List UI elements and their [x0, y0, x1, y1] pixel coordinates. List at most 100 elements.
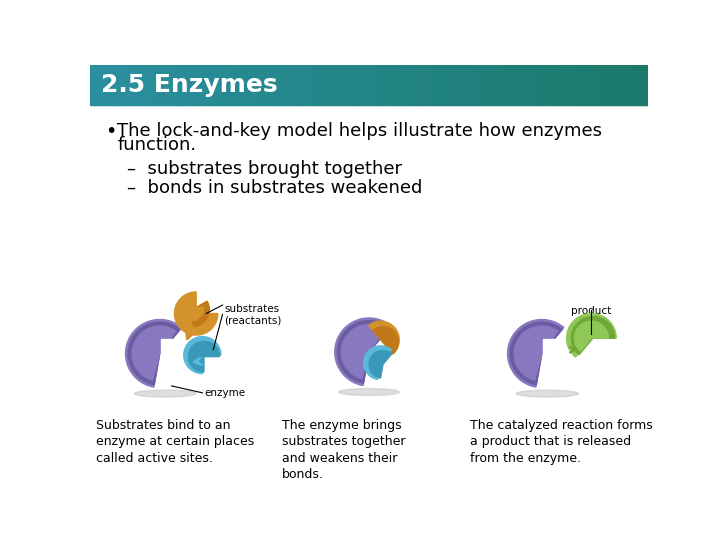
- Bar: [372, 65, 375, 105]
- Bar: [305, 65, 308, 105]
- Bar: [230, 65, 233, 105]
- Bar: [258, 65, 261, 105]
- Bar: [238, 65, 241, 105]
- Bar: [508, 65, 512, 105]
- Bar: [433, 65, 437, 105]
- Bar: [467, 65, 470, 105]
- Bar: [221, 65, 225, 105]
- Bar: [263, 65, 266, 105]
- Bar: [536, 65, 540, 105]
- Bar: [224, 65, 228, 105]
- Bar: [132, 65, 135, 105]
- Bar: [90, 65, 94, 105]
- Bar: [269, 65, 272, 105]
- Bar: [517, 65, 521, 105]
- Bar: [486, 65, 490, 105]
- Bar: [157, 65, 161, 105]
- Bar: [109, 65, 113, 105]
- Bar: [397, 65, 400, 105]
- Text: enzyme: enzyme: [204, 388, 245, 398]
- Bar: [392, 65, 395, 105]
- Bar: [545, 65, 549, 105]
- Text: Substrates bind to an
enzyme at certain places
called active sites.: Substrates bind to an enzyme at certain …: [96, 419, 254, 465]
- Wedge shape: [128, 322, 180, 384]
- Bar: [126, 65, 130, 105]
- Bar: [190, 65, 194, 105]
- Text: •: •: [106, 122, 117, 141]
- Bar: [593, 65, 595, 105]
- Bar: [422, 65, 426, 105]
- Bar: [500, 65, 504, 105]
- Bar: [355, 65, 359, 105]
- Bar: [534, 65, 537, 105]
- Bar: [176, 65, 180, 105]
- Bar: [310, 65, 314, 105]
- Wedge shape: [373, 327, 398, 354]
- Bar: [316, 65, 320, 105]
- Bar: [99, 65, 102, 105]
- Bar: [408, 65, 412, 105]
- Bar: [210, 65, 214, 105]
- Bar: [204, 65, 208, 105]
- Bar: [196, 65, 199, 105]
- Bar: [623, 65, 626, 105]
- Bar: [495, 65, 498, 105]
- Bar: [402, 65, 406, 105]
- Bar: [562, 65, 565, 105]
- Text: The lock-and-key model helps illustrate how enzymes: The lock-and-key model helps illustrate …: [117, 122, 602, 140]
- Bar: [124, 65, 127, 105]
- Bar: [107, 65, 110, 105]
- Bar: [138, 65, 141, 105]
- Bar: [341, 65, 345, 105]
- Wedge shape: [176, 307, 204, 321]
- Bar: [154, 65, 158, 105]
- Bar: [161, 339, 181, 368]
- Text: product: product: [571, 306, 611, 316]
- Bar: [620, 65, 624, 105]
- Bar: [523, 65, 526, 105]
- Wedge shape: [510, 322, 562, 384]
- Bar: [505, 65, 509, 105]
- Bar: [531, 65, 534, 105]
- Bar: [327, 65, 330, 105]
- Text: substrates
(reactants): substrates (reactants): [224, 303, 282, 325]
- Bar: [553, 65, 557, 105]
- Wedge shape: [575, 321, 608, 351]
- Text: –  bonds in substrates weakened: – bonds in substrates weakened: [127, 179, 423, 197]
- Bar: [539, 65, 543, 105]
- Bar: [450, 65, 454, 105]
- Bar: [453, 65, 456, 105]
- Bar: [542, 65, 546, 105]
- Bar: [163, 65, 166, 105]
- Bar: [185, 65, 189, 105]
- Bar: [288, 65, 292, 105]
- Bar: [612, 65, 616, 105]
- Bar: [246, 65, 250, 105]
- Bar: [252, 65, 256, 105]
- Wedge shape: [125, 320, 181, 387]
- Wedge shape: [184, 336, 221, 374]
- Bar: [96, 65, 99, 105]
- Bar: [431, 65, 434, 105]
- Bar: [584, 65, 588, 105]
- Ellipse shape: [516, 390, 578, 397]
- Bar: [121, 65, 125, 105]
- Bar: [347, 65, 350, 105]
- Wedge shape: [341, 325, 385, 379]
- Bar: [313, 65, 317, 105]
- Text: The catalyzed reaction forms
a product that is released
from the enzyme.: The catalyzed reaction forms a product t…: [469, 419, 652, 465]
- Bar: [291, 65, 294, 105]
- Bar: [590, 65, 593, 105]
- Bar: [581, 65, 585, 105]
- Bar: [297, 65, 300, 105]
- Bar: [129, 65, 132, 105]
- Bar: [587, 65, 590, 105]
- Bar: [218, 65, 222, 105]
- Bar: [366, 65, 370, 105]
- Bar: [543, 339, 563, 368]
- Bar: [143, 65, 147, 105]
- Bar: [600, 65, 604, 105]
- Text: The enzyme brings
substrates together
and weakens their
bonds.: The enzyme brings substrates together an…: [282, 419, 405, 482]
- Bar: [319, 65, 323, 105]
- Bar: [338, 65, 342, 105]
